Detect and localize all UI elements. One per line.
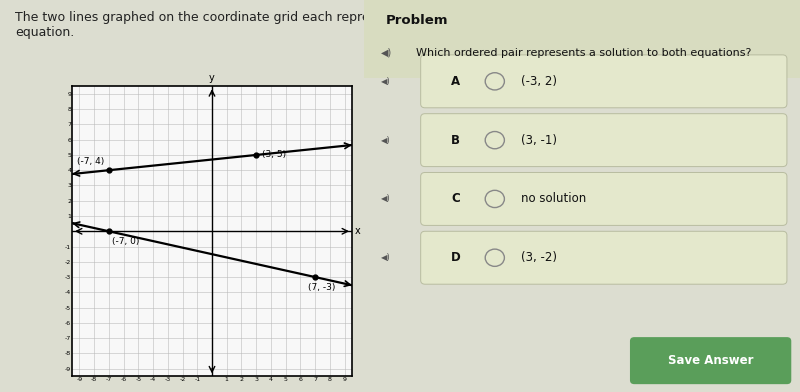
Text: ◀): ◀) bbox=[382, 253, 391, 262]
Text: (3, -2): (3, -2) bbox=[521, 251, 557, 264]
Text: (7, -3): (7, -3) bbox=[308, 283, 335, 292]
Text: Problem: Problem bbox=[386, 14, 448, 27]
Text: Save Answer: Save Answer bbox=[668, 354, 754, 367]
Text: C: C bbox=[451, 192, 460, 205]
Text: B: B bbox=[451, 134, 460, 147]
Text: (-3, 2): (-3, 2) bbox=[521, 75, 557, 88]
Text: x: x bbox=[355, 226, 361, 236]
FancyBboxPatch shape bbox=[421, 55, 787, 108]
FancyBboxPatch shape bbox=[630, 337, 791, 384]
Text: ◀): ◀) bbox=[382, 48, 393, 58]
Text: (3, 5): (3, 5) bbox=[262, 151, 286, 160]
Text: (-7, 4): (-7, 4) bbox=[77, 156, 105, 165]
Text: ◀): ◀) bbox=[382, 77, 391, 86]
Text: (3, -1): (3, -1) bbox=[521, 134, 557, 147]
Text: no solution: no solution bbox=[521, 192, 586, 205]
Text: Which ordered pair represents a solution to both equations?: Which ordered pair represents a solution… bbox=[416, 48, 752, 58]
Text: A: A bbox=[451, 75, 460, 88]
Text: ◀): ◀) bbox=[382, 194, 391, 203]
FancyBboxPatch shape bbox=[364, 0, 800, 78]
FancyBboxPatch shape bbox=[421, 114, 787, 167]
Text: D: D bbox=[451, 251, 461, 264]
Text: ◀): ◀) bbox=[382, 136, 391, 145]
Text: y: y bbox=[209, 73, 215, 83]
FancyBboxPatch shape bbox=[421, 231, 787, 284]
FancyBboxPatch shape bbox=[421, 172, 787, 225]
Text: The two lines graphed on the coordinate grid each represent an
equation.: The two lines graphed on the coordinate … bbox=[15, 11, 416, 39]
Text: (-7, 0): (-7, 0) bbox=[112, 238, 139, 247]
